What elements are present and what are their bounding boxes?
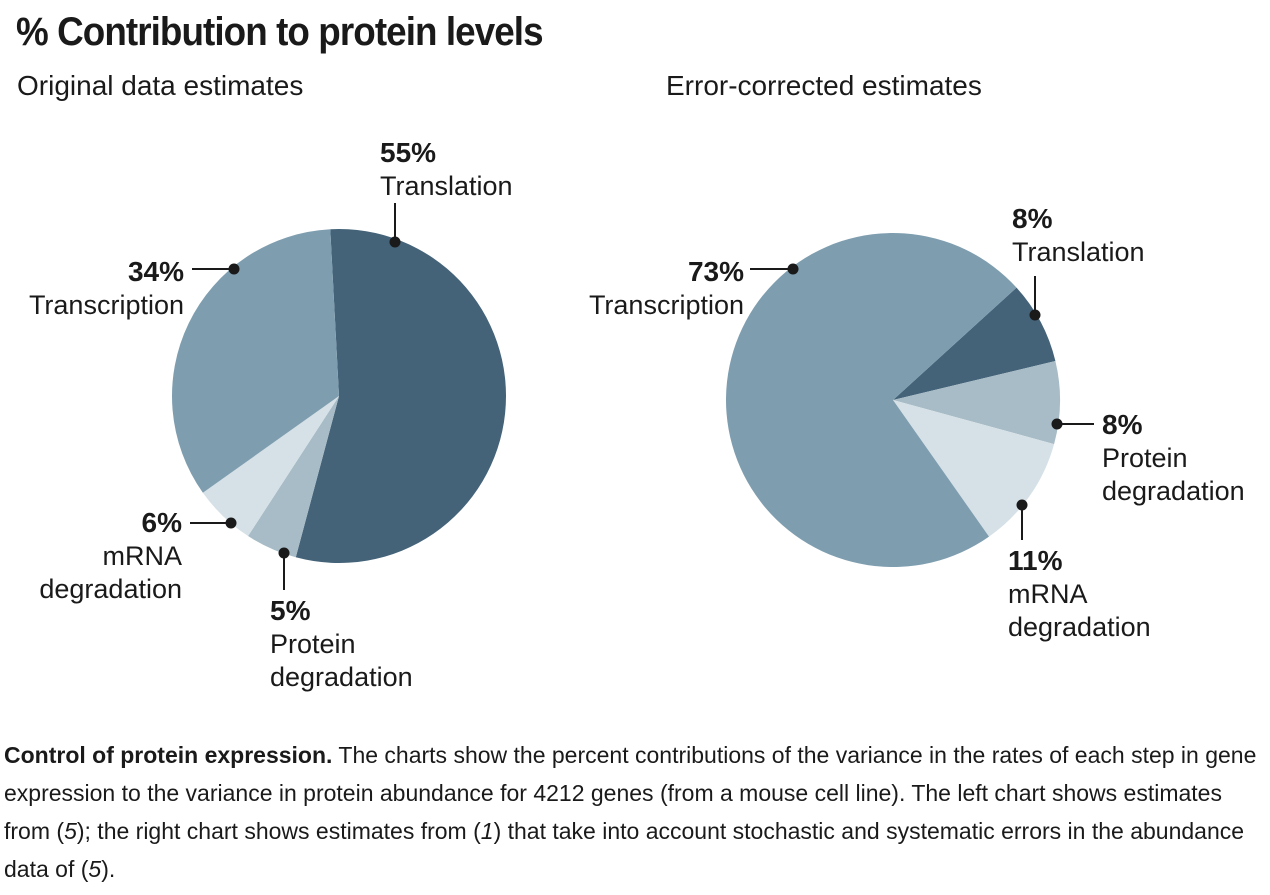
left-label-transcription-dot: [228, 263, 240, 275]
left-label-mrna-degradation-text: mRNA: [103, 541, 183, 571]
right-label-protein-degradation-text: Protein: [1102, 443, 1188, 473]
right-label-protein-degradation-dot: [1051, 418, 1063, 430]
left-label-transcription-percent: 34%: [128, 256, 184, 287]
left-pie-slice-protein-degradation: [248, 396, 339, 558]
left-label-protein-degradation-percent: 5%: [270, 595, 311, 626]
right-label-mrna-degradation-percent: 11%: [1008, 545, 1063, 576]
caption-text: ) that take into account stochastic and …: [4, 818, 1245, 882]
right-label-transcription-text: Transcription: [589, 290, 744, 320]
left-pie-slice-transcription: [171, 229, 339, 493]
right-pie-slice-transcription: [726, 233, 1017, 568]
right-label-translation-dot: [1029, 309, 1041, 321]
right-label-transcription-dot: [787, 263, 799, 275]
right-label-mrna-degradation-text: degradation: [1008, 612, 1151, 642]
caption-lead: Control of protein expression.: [4, 742, 333, 768]
caption-text: ).: [101, 856, 116, 882]
right-label-mrna-degradation-text: mRNA: [1008, 579, 1088, 609]
right-pie-slice-protein-degradation: [893, 361, 1061, 445]
right-label-protein-degradation-text: degradation: [1102, 476, 1245, 506]
left-label-mrna-degradation-dot: [225, 517, 237, 529]
right-chart-subtitle: Error-corrected estimates: [666, 70, 982, 101]
right-label-translation-percent: 8%: [1012, 203, 1053, 234]
pie-charts: 55%Translation5%Proteindegradation6%mRNA…: [29, 137, 1245, 692]
figure-caption: Control of protein expression. The chart…: [4, 736, 1266, 888]
caption-reference: 1: [480, 818, 494, 844]
left-label-mrna-degradation-text: degradation: [39, 574, 182, 604]
right-label-translation-text: Translation: [1012, 237, 1145, 267]
left-chart-subtitle: Original data estimates: [17, 70, 304, 101]
right-label-transcription-percent: 73%: [688, 256, 744, 287]
left-label-protein-degradation-text: Protein: [270, 629, 356, 659]
left-pie-slice-translation: [295, 229, 507, 564]
right-label-mrna-degradation-dot: [1016, 499, 1028, 511]
caption-text: ); the right chart shows estimates from …: [76, 818, 481, 844]
left-label-translation-dot: [389, 236, 401, 248]
caption-reference: 5: [64, 818, 77, 844]
right-label-protein-degradation-percent: 8%: [1102, 409, 1143, 440]
left-label-translation-text: Translation: [380, 171, 513, 201]
left-label-transcription-text: Transcription: [29, 290, 184, 320]
right-pie-slice-translation: [893, 287, 1056, 400]
caption-body: The charts show the percent contribution…: [4, 742, 1256, 882]
left-label-translation-percent: 55%: [380, 137, 436, 168]
left-label-protein-degradation-text: degradation: [270, 662, 413, 692]
right-pie-slice-mrna-degradation: [893, 400, 1055, 537]
chart-title: % Contribution to protein levels: [16, 10, 544, 54]
left-pie-slice-mrna-degradation: [202, 396, 339, 537]
left-label-protein-degradation-dot: [278, 547, 290, 559]
caption-reference: 5: [88, 856, 102, 882]
caption-text: The charts show the percent contribution…: [4, 742, 1257, 844]
left-label-mrna-degradation-percent: 6%: [142, 507, 183, 538]
